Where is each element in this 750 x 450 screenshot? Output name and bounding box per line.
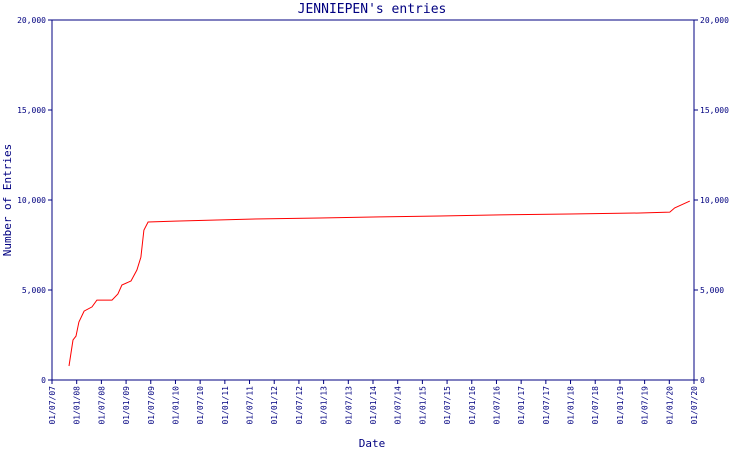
x-tick-label: 01/01/15 <box>418 386 427 425</box>
x-tick-label: 01/01/18 <box>567 386 576 425</box>
x-tick-label: 01/01/14 <box>369 386 378 425</box>
x-tick-label: 01/01/17 <box>517 386 526 425</box>
series-line <box>68 200 691 367</box>
x-tick-label: 01/01/11 <box>221 386 230 425</box>
chart-title: JENNIEPEN's entries <box>298 2 447 17</box>
y-tick-label: 0 <box>41 376 46 385</box>
x-tick-label: 01/07/14 <box>394 386 403 425</box>
y-tick-label: 20,000 <box>17 16 46 25</box>
y2-tick-label: 10,000 <box>700 196 729 205</box>
x-tick-label: 01/07/16 <box>492 386 501 425</box>
x-tick-label: 01/01/08 <box>73 386 82 425</box>
x-tick-label: 01/01/10 <box>171 386 180 425</box>
y2-tick-label: 15,000 <box>700 106 729 115</box>
x-tick-label: 01/07/20 <box>690 386 699 425</box>
x-tick-label: 01/01/12 <box>270 386 279 425</box>
x-tick-label: 01/07/19 <box>641 386 650 425</box>
y-tick-label: 10,000 <box>17 196 46 205</box>
y-axis-label: Number of Entries <box>1 144 14 257</box>
x-tick-label: 01/07/09 <box>147 386 156 425</box>
x-tick-label: 01/01/16 <box>468 386 477 425</box>
x-tick-label: 01/01/13 <box>320 386 329 425</box>
x-tick-label: 01/01/19 <box>616 386 625 425</box>
y-tick-label: 5,000 <box>22 286 46 295</box>
x-tick-label: 01/07/10 <box>196 386 205 425</box>
x-tick-label: 01/07/07 <box>48 386 57 425</box>
x-tick-label: 01/07/15 <box>443 386 452 425</box>
x-tick-label: 01/07/18 <box>591 386 600 425</box>
x-axis-label: Date <box>359 437 386 450</box>
y2-tick-label: 0 <box>700 376 705 385</box>
x-tick-label: 01/07/17 <box>542 386 551 425</box>
y2-tick-label: 20,000 <box>700 16 729 25</box>
x-tick-label: 01/07/08 <box>97 386 106 425</box>
x-tick-label: 01/07/13 <box>344 386 353 425</box>
x-tick-label: 01/01/09 <box>122 386 131 425</box>
x-tick-label: 01/07/11 <box>246 386 255 425</box>
y-tick-label: 15,000 <box>17 106 46 115</box>
y2-tick-label: 5,000 <box>700 286 724 295</box>
plot-frame <box>51 19 695 381</box>
x-tick-label: 01/01/20 <box>665 386 674 425</box>
x-tick-label: 01/07/12 <box>295 386 304 425</box>
